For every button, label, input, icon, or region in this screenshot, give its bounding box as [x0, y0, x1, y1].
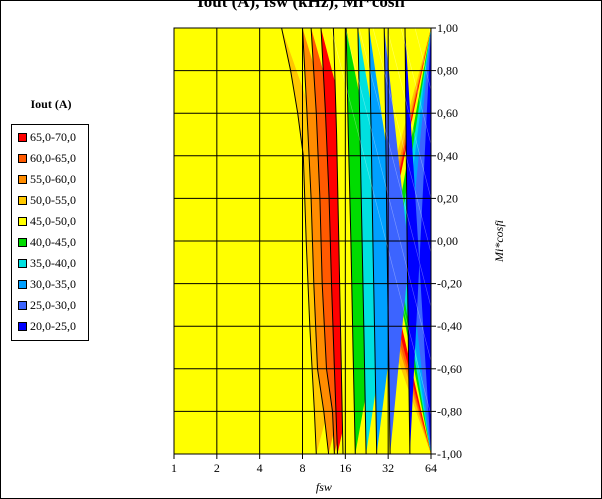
legend-item: 50,0-55,0	[18, 192, 76, 208]
shading-line	[414, 27, 526, 455]
legend-label: 30,0-35,0	[30, 276, 76, 291]
x-tick-label: 8	[300, 461, 306, 475]
y-tick-label: 0,80	[437, 64, 458, 78]
legend-item: 60,0-65,0	[18, 150, 76, 166]
legend-item: 40,0-45,0	[18, 234, 76, 250]
legend-label: 45,0-50,0	[30, 213, 76, 228]
x-axis-label: fsw	[316, 480, 332, 494]
legend-swatch	[18, 195, 27, 205]
y-axis-label: Mi*cosfi	[492, 220, 506, 263]
legend-item: 45,0-50,0	[18, 213, 76, 229]
legend-item: 30,0-35,0	[18, 276, 76, 292]
legend: 65,0-70,0 60,0-65,0 55,0-60,0 50,0-55,0 45,0…	[11, 124, 89, 341]
legend-item: 25,0-30,0	[18, 297, 76, 313]
legend-swatch	[18, 174, 27, 184]
legend-swatch	[18, 321, 27, 331]
y-tick-label: 0,40	[437, 149, 458, 163]
chart-title: Iout (A), fsw (kHz), Mi*cosfi	[197, 0, 405, 11]
y-tick-label: -0,80	[437, 404, 462, 418]
y-tick-label: 0,00	[437, 234, 458, 248]
y-tick-label: 0,60	[437, 106, 458, 120]
y-tick-label: -0,40	[437, 319, 462, 333]
legend-swatch	[18, 216, 27, 226]
shading-line	[428, 27, 540, 455]
legend-item: 35,0-40,0	[18, 255, 76, 271]
y-tick-label: -1,00	[437, 447, 462, 461]
legend-label: 35,0-40,0	[30, 255, 76, 270]
y-tick-label: 1,00	[437, 21, 458, 35]
legend-label: 55,0-60,0	[30, 171, 76, 186]
shading-line	[386, 27, 498, 455]
legend-swatch	[18, 300, 27, 310]
legend-title: Iout (A)	[30, 97, 72, 111]
legend-label: 25,0-30,0	[30, 297, 76, 312]
legend-item: 65,0-70,0	[18, 129, 76, 145]
legend-label: 50,0-55,0	[30, 192, 76, 207]
x-tick-label: 32	[382, 461, 394, 475]
legend-item: 55,0-60,0	[18, 171, 76, 187]
legend-swatch	[18, 132, 27, 142]
legend-label: 60,0-65,0	[30, 150, 76, 165]
x-tick-label: 64	[425, 461, 437, 475]
x-tick-label: 1	[171, 461, 177, 475]
y-tick-label: -0,20	[437, 277, 462, 291]
legend-swatch	[18, 279, 27, 289]
x-tick-label: 4	[257, 461, 263, 475]
y-tick-label: -0,60	[437, 362, 462, 376]
legend-label: 40,0-45,0	[30, 234, 76, 249]
legend-swatch	[18, 153, 27, 163]
plot-border	[173, 27, 432, 455]
legend-swatch	[18, 258, 27, 268]
x-tick-label: 2	[214, 461, 220, 475]
legend-label: 65,0-70,0	[30, 129, 76, 144]
x-tick-label: 16	[339, 461, 351, 475]
shading-line	[400, 27, 512, 455]
legend-label: 20,0-25,0	[30, 318, 76, 333]
legend-swatch	[18, 237, 27, 247]
y-tick-label: 0,20	[437, 191, 458, 205]
legend-item: 20,0-25,0	[18, 318, 76, 334]
